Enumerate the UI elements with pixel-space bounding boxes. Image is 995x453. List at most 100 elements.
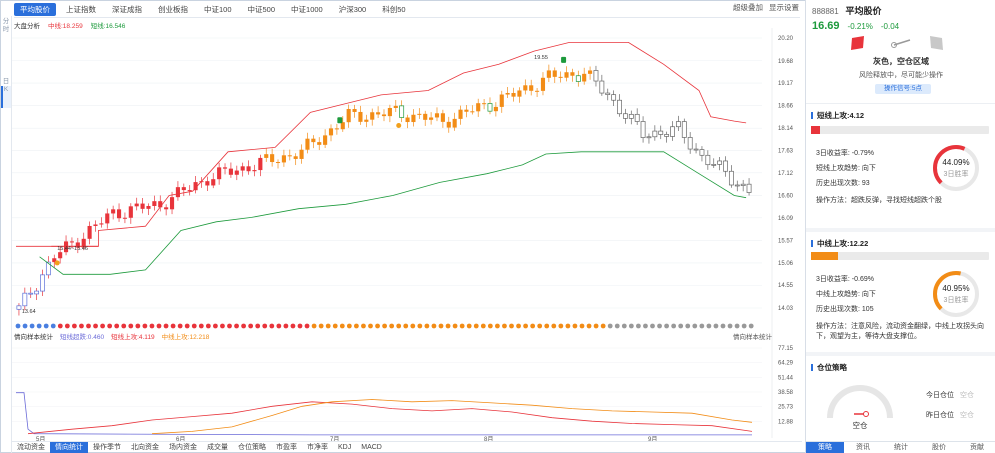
signal-dot (396, 323, 402, 329)
star-marker (396, 123, 402, 129)
tab-csi500[interactable]: 中证500 (247, 5, 276, 14)
candle-body (458, 109, 463, 119)
candle-body (99, 223, 104, 225)
candle-body (264, 154, 269, 158)
candle-body (352, 109, 357, 112)
signal-dot (149, 323, 155, 329)
candle (440, 109, 445, 128)
candle-body (181, 187, 186, 191)
candle (505, 86, 510, 99)
signal-dot (304, 323, 310, 329)
signal-dot (530, 323, 536, 329)
short-ring-label: 3日胜率 (943, 171, 969, 178)
display-settings-button[interactable]: 显示设置 (769, 3, 799, 12)
rtab-news[interactable]: 资讯 (856, 444, 870, 451)
candle-body (646, 136, 652, 139)
candle (405, 114, 410, 129)
ind-legend-middown: 短线上攻:4.119 (111, 334, 155, 341)
signal-needle-hub (891, 42, 897, 48)
signal-dot (184, 323, 190, 329)
candle-body (193, 182, 198, 191)
btab-volume[interactable]: 成交量 (207, 444, 228, 451)
kline-chart[interactable]: 20.20 19.68 19.17 18.66 18.14 17.63 17.12 16.60… (12, 18, 802, 442)
btab-kdj[interactable]: KDJ (338, 444, 352, 451)
chart-area[interactable]: 20.20 19.68 19.17 18.66 18.14 17.63 17.12 16.60… (12, 18, 802, 442)
candle-body (75, 242, 80, 248)
short-trend-row: 短线上攻趋势: 向下 (816, 163, 876, 173)
signal-dot (311, 323, 317, 329)
candle (429, 112, 434, 125)
today-position-row: 今日仓位 空仓 (926, 390, 974, 400)
candle (152, 195, 157, 211)
btab-onmarket-funds[interactable]: 场内资金 (169, 444, 197, 451)
month-label: 8月 (484, 436, 493, 442)
candle-body (617, 99, 622, 115)
signal-dot (509, 323, 514, 329)
mid-ret-label: 3日收益率: (816, 276, 850, 283)
candle-body (405, 117, 410, 123)
btab-northbound[interactable]: 北向资金 (131, 444, 159, 451)
btab-season[interactable]: 操作季节 (93, 444, 121, 451)
indicator-tab-bar: 流动资金 情向统计 操作季节 北向资金 场内资金 成交量 仓位策略 市盈率 市净… (12, 441, 802, 453)
candle (434, 107, 440, 122)
candle-body (105, 213, 110, 224)
candle (93, 220, 98, 232)
candle-body (734, 184, 740, 187)
tab-shenzhen-index[interactable]: 深证成指 (112, 5, 142, 14)
tab-shanghai-index[interactable]: 上证指数 (66, 5, 96, 14)
signal-dot (241, 323, 247, 329)
signal-dot (177, 323, 183, 329)
candle (122, 212, 127, 224)
overlay-button[interactable]: 超级叠加 (733, 3, 763, 12)
signal-badge: 操作信号:5点 (875, 84, 931, 94)
candle-body (505, 92, 510, 95)
rail-intraday[interactable]: 分时 (2, 18, 10, 33)
candle-body (34, 290, 40, 295)
candle-body (493, 106, 498, 112)
signal-dot (727, 323, 733, 329)
signal-dot (516, 323, 521, 329)
candle (728, 165, 734, 188)
tab-avg-price[interactable]: 平均股价 (14, 3, 56, 16)
btab-pb[interactable]: 市净率 (307, 444, 328, 451)
candle-body (364, 119, 369, 122)
indicator-axis-label: 25.73 (778, 405, 794, 411)
candle-body (605, 92, 611, 95)
rtab-strategy[interactable]: 策略 (806, 442, 844, 453)
rtab-contribution[interactable]: 贡献 (970, 444, 984, 451)
rail-daily-k-active[interactable] (1, 86, 11, 108)
top-right-actions: 超级叠加 显示设置 (733, 2, 799, 13)
btab-position[interactable]: 仓位策略 (238, 444, 266, 451)
btab-macd[interactable]: MACD (361, 444, 382, 451)
mid-ret-value: -0.69% (851, 276, 874, 283)
candle (234, 165, 239, 181)
candle (346, 104, 351, 128)
btab-liquidity[interactable]: 流动资金 (17, 444, 45, 451)
mid-hist-value: 105 (861, 306, 874, 313)
rtab-stock-price[interactable]: 股价 (932, 444, 946, 451)
tab-csi100[interactable]: 中证100 (204, 5, 232, 14)
rail-daily-k[interactable]: 日K (2, 78, 10, 93)
candle-body (440, 113, 445, 122)
indicator-axis-label: 12.88 (778, 419, 794, 425)
tab-csi1000[interactable]: 中证1000 (291, 5, 323, 14)
rtab-stats[interactable]: 统计 (894, 444, 908, 451)
signal-dot (417, 323, 423, 329)
month-label: 7月 (330, 436, 339, 442)
candle (564, 66, 569, 82)
candle (493, 102, 498, 117)
candle-body (293, 156, 298, 159)
candle-body (381, 114, 387, 117)
tab-star50[interactable]: 科创50 (382, 5, 406, 14)
tab-chinext-index[interactable]: 创业板指 (158, 5, 188, 14)
short-attack-bar (811, 126, 989, 134)
candle-body (311, 138, 316, 143)
candle-body (740, 183, 746, 186)
candle (370, 108, 375, 126)
btab-sentiment[interactable]: 情向统计 (50, 442, 88, 453)
candle (634, 108, 640, 125)
short-ring-pct: 44.09% (942, 158, 970, 167)
tab-csi300[interactable]: 沪深300 (338, 5, 367, 14)
yesterday-position-label: 昨日仓位 (926, 412, 954, 419)
btab-pe[interactable]: 市盈率 (276, 444, 297, 451)
